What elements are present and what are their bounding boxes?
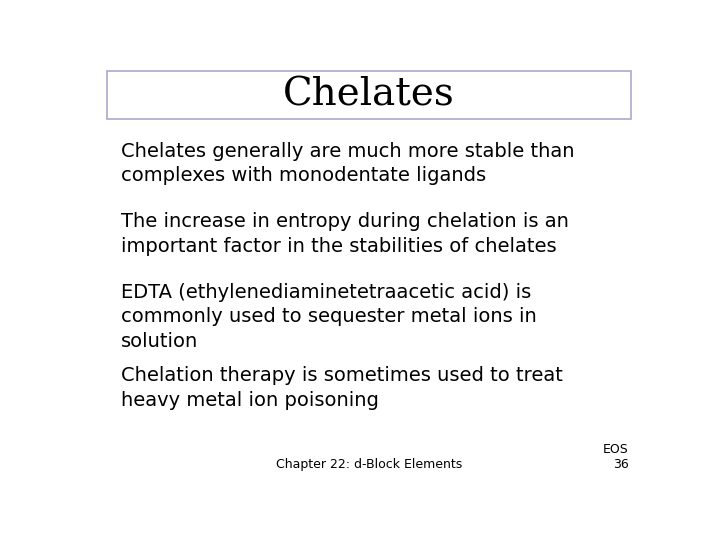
Text: Chelation therapy is sometimes used to treat
heavy metal ion poisoning: Chelation therapy is sometimes used to t… bbox=[121, 366, 562, 409]
Text: EOS
36: EOS 36 bbox=[603, 443, 629, 471]
Text: EDTA (ethylenediaminetetraacetic acid) is
commonly used to sequester metal ions : EDTA (ethylenediaminetetraacetic acid) i… bbox=[121, 283, 536, 350]
Text: Chelates generally are much more stable than
complexes with monodentate ligands: Chelates generally are much more stable … bbox=[121, 141, 574, 185]
Text: The increase in entropy during chelation is an
important factor in the stabiliti: The increase in entropy during chelation… bbox=[121, 212, 569, 255]
Text: Chelates: Chelates bbox=[283, 77, 455, 113]
FancyBboxPatch shape bbox=[107, 71, 631, 119]
Text: Chapter 22: d-Block Elements: Chapter 22: d-Block Elements bbox=[276, 458, 462, 471]
